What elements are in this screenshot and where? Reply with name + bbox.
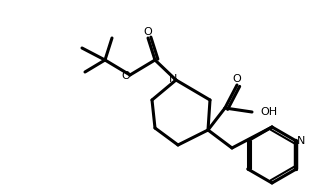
Text: N: N [297, 136, 305, 146]
Text: OH: OH [260, 107, 277, 117]
Text: O: O [143, 27, 152, 37]
Text: O: O [122, 71, 130, 81]
Text: O: O [233, 74, 241, 84]
Text: N: N [169, 74, 177, 84]
